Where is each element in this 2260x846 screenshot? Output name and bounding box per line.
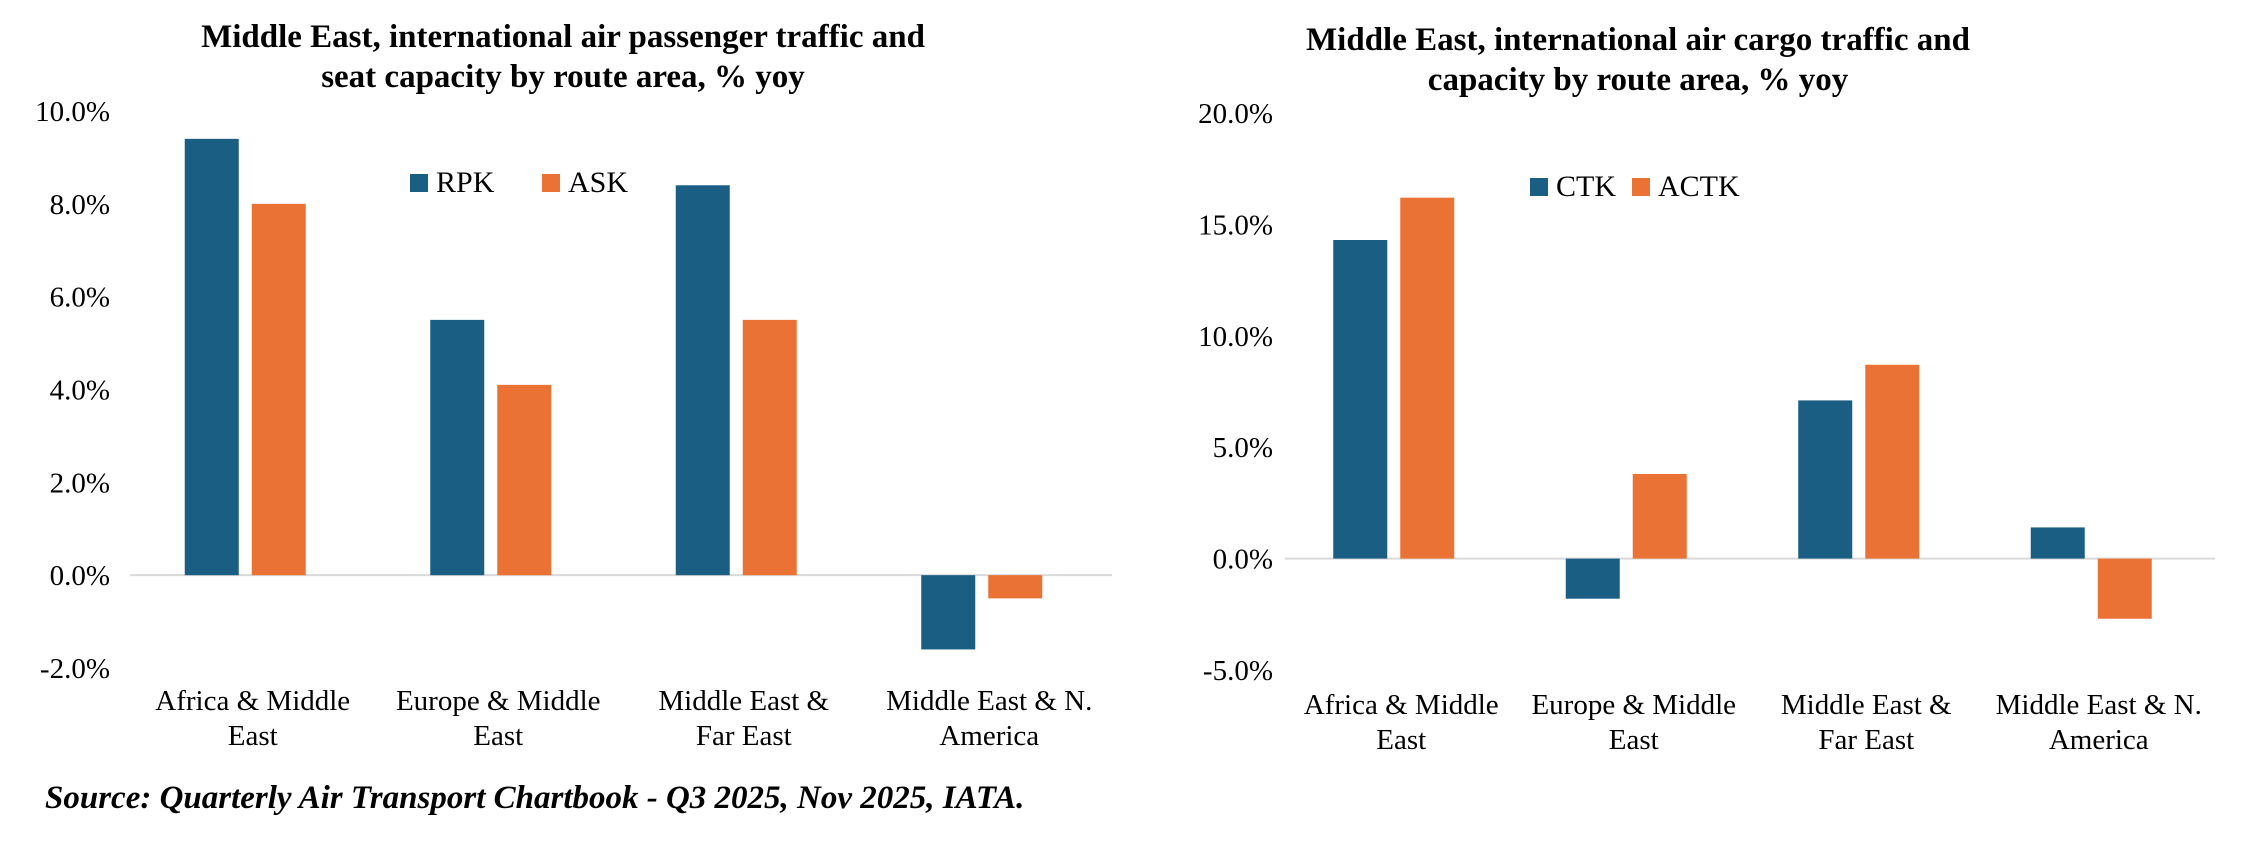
y-tick-label: 10.0% [1198, 321, 1273, 353]
y-tick-label: 5.0% [1213, 432, 1273, 464]
y-tick-label: 2.0% [50, 467, 110, 499]
x-category-label: Middle East & N. [1996, 689, 2202, 721]
legend-swatch [1632, 178, 1650, 196]
x-category-label: East [228, 720, 278, 752]
y-tick-label: 20.0% [1198, 98, 1273, 130]
x-category-label: Middle East & [1781, 689, 1952, 721]
bar-rpk [184, 138, 239, 576]
x-category-label: Middle East & [658, 685, 829, 717]
y-tick-label: 15.0% [1198, 209, 1273, 241]
x-category-label: Europe & Middle [396, 685, 601, 717]
x-category-label: Far East [696, 720, 792, 752]
source-note: Source: Quarterly Air Transport Chartboo… [45, 780, 1025, 816]
bar-ctk [2030, 527, 2085, 559]
legend-label: CTK [1556, 170, 1616, 203]
y-tick-label: 0.0% [1213, 544, 1273, 576]
y-tick-label: -2.0% [40, 653, 110, 685]
y-tick-label: 6.0% [50, 282, 110, 314]
x-category-label: Africa & Middle [155, 685, 350, 717]
x-category-label: East [1376, 724, 1426, 756]
bar-ask [742, 319, 797, 576]
bar-actk [2097, 558, 2152, 619]
chart-title-line: Middle East, international air passenger… [201, 19, 925, 55]
legend-swatch [410, 174, 428, 192]
cargo-chart: Middle East, international air cargo tra… [1198, 22, 2215, 756]
bar-actk [1400, 197, 1455, 559]
chart-title-line: seat capacity by route area, % yoy [321, 59, 805, 95]
x-category-label: East [473, 720, 523, 752]
y-tick-label: 4.0% [50, 375, 110, 407]
bar-rpk [921, 575, 976, 650]
bar-ctk [1565, 558, 1620, 599]
legend-label: ASK [568, 166, 628, 199]
x-category-label: Middle East & N. [886, 685, 1092, 717]
bar-rpk [430, 319, 485, 576]
legend-swatch [542, 174, 560, 192]
legend-label: ACTK [1658, 170, 1740, 203]
legend-swatch [1530, 178, 1548, 196]
x-category-label: East [1609, 724, 1659, 756]
bar-actk [1865, 364, 1920, 559]
x-category-label: Europe & Middle [1531, 689, 1736, 721]
passenger-chart-panel: Middle East, international air passenger… [0, 0, 1130, 780]
x-category-label: America [939, 720, 1039, 752]
bar-rpk [675, 185, 730, 576]
y-tick-label: 0.0% [50, 560, 110, 592]
bar-ask [497, 384, 552, 576]
bar-ask [988, 575, 1043, 599]
bar-ctk [1798, 400, 1853, 559]
y-tick-label: -5.0% [1203, 655, 1273, 687]
cargo-chart-panel: Middle East, international air cargo tra… [1130, 0, 2260, 780]
bar-actk [1632, 473, 1687, 559]
x-category-label: America [2049, 724, 2149, 756]
chart-title-line: capacity by route area, % yoy [1428, 62, 1849, 98]
bar-ask [251, 203, 306, 576]
x-category-label: Africa & Middle [1304, 689, 1499, 721]
chart-title-line: Middle East, international air cargo tra… [1306, 22, 1970, 58]
y-tick-label: 8.0% [50, 189, 110, 221]
bar-ctk [1333, 239, 1388, 559]
passenger-chart: Middle East, international air passenger… [35, 19, 1112, 752]
x-category-label: Far East [1818, 724, 1914, 756]
y-tick-label: 10.0% [35, 96, 110, 128]
legend-label: RPK [436, 166, 495, 199]
